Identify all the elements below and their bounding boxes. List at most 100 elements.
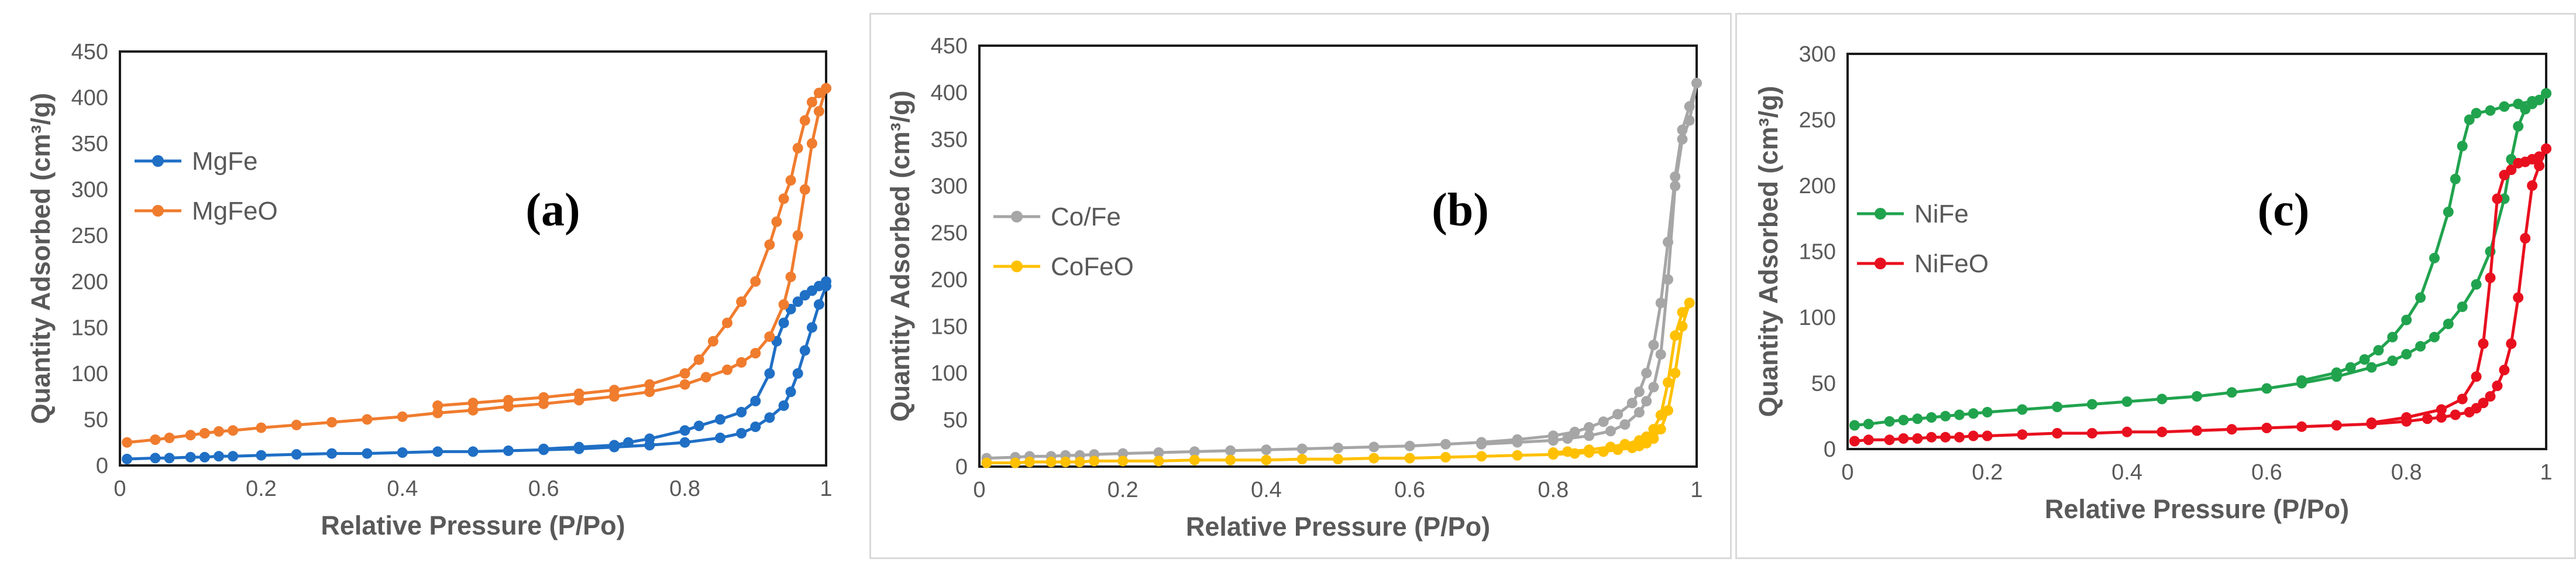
y-tick-label: 300 (931, 174, 968, 199)
y-tick-label: 0 (955, 455, 968, 479)
adsorption-point (2485, 391, 2496, 402)
desorption-point (644, 433, 655, 444)
legend-swatch-marker (152, 205, 164, 217)
adsorption-point (291, 449, 302, 460)
adsorption-point (1926, 412, 1937, 423)
adsorption-point (199, 451, 210, 463)
adsorption-point (1849, 420, 1860, 431)
adsorption-point (679, 379, 690, 390)
adsorption-point (736, 428, 747, 439)
adsorption-point (1333, 443, 1343, 453)
adsorption-point (2471, 279, 2482, 290)
adsorption-point (2086, 428, 2097, 439)
adsorption-point (2387, 355, 2398, 367)
desorption-point (722, 317, 732, 328)
panel-frame (1735, 13, 2576, 559)
desorption-point (573, 388, 584, 399)
x-tick-label: 0 (114, 477, 126, 501)
adsorption-point (1024, 457, 1035, 467)
adsorption-point (1333, 454, 1343, 465)
adsorption-point (1010, 457, 1021, 468)
adsorption-point (2121, 396, 2133, 407)
adsorption-point (185, 430, 196, 441)
adsorption-point (1884, 416, 1895, 427)
desorption-point (2457, 141, 2468, 152)
y-tick-label: 450 (71, 40, 108, 64)
desorption-point (679, 425, 690, 436)
adsorption-point (397, 447, 408, 458)
y-tick-label: 0 (1824, 437, 1836, 462)
desorption-point (736, 296, 747, 307)
adsorption-point (150, 453, 161, 464)
desorption-point (764, 239, 775, 250)
adsorption-point (1863, 434, 1874, 446)
panel-label: (a) (525, 184, 580, 236)
desorption-point (1677, 307, 1688, 318)
adsorption-point (1598, 416, 1609, 427)
desorption-point (792, 296, 803, 307)
adsorption-point (2513, 292, 2524, 303)
desorption-point (764, 368, 775, 379)
desorption-point (1512, 437, 1523, 448)
desorption-point (2436, 404, 2447, 415)
adsorption-point (2261, 423, 2272, 433)
desorption-point (1663, 274, 1673, 285)
desorption-point (792, 143, 803, 153)
y-tick-label: 250 (931, 221, 968, 246)
adsorption-point (326, 448, 338, 459)
adsorption-point (362, 414, 373, 425)
desorption-point (2450, 173, 2461, 184)
desorption-point (2429, 252, 2440, 263)
adsorption-point (397, 411, 408, 422)
adsorption-point (1849, 436, 1860, 447)
adsorption-line (986, 302, 1691, 465)
desorption-point (2401, 412, 2412, 423)
desorption-point (2296, 375, 2307, 386)
adsorption-point (326, 417, 338, 428)
adsorption-point (785, 271, 796, 282)
desorption-point (2373, 345, 2384, 356)
adsorption-point (2499, 365, 2510, 375)
adsorption-line (986, 83, 1698, 460)
adsorption-point (2296, 421, 2307, 432)
adsorption-point (778, 299, 789, 310)
desorption-point (1547, 435, 1559, 446)
adsorption-point (1189, 446, 1200, 457)
chart-panel-c: 0 50 100 150 200 250 300 0 0.2 0.4 0.6 0.8 1 Relative… (1735, 0, 2576, 572)
adsorption-point (750, 348, 761, 359)
y-tick-label: 150 (931, 314, 968, 339)
adsorption-point (1982, 407, 1993, 417)
legend-swatch-marker (152, 155, 164, 167)
adsorption-point (750, 422, 761, 432)
adsorption-point (467, 405, 479, 416)
adsorption-point (1655, 424, 1666, 435)
desorption-point (2415, 292, 2426, 303)
legend-label: NiFeO (1914, 249, 1989, 278)
y-tick-label: 200 (1799, 174, 1836, 198)
adsorption-point (1225, 454, 1236, 465)
desorption-point (1691, 77, 1702, 88)
adsorption-point (679, 437, 690, 448)
adsorption-point (1655, 297, 1666, 309)
chart-panel-b: 0 50 100 150 200 250 300 350 400 450 0 0.2 0.4 0.6 0.8… (869, 0, 1732, 572)
adsorption-point (1189, 454, 1200, 465)
desorption-line (1481, 83, 1698, 446)
adsorption-point (1060, 457, 1071, 467)
adsorption-point (722, 364, 732, 375)
desorption-point (538, 392, 549, 403)
x-tick-label: 0.8 (669, 477, 700, 501)
plot-area-frame (1846, 53, 2547, 450)
adsorption-point (2192, 425, 2202, 436)
desorption-point (1562, 446, 1573, 457)
desorption-point (2345, 362, 2356, 373)
desorption-line (2301, 92, 2547, 382)
y-tick-label: 250 (71, 224, 108, 248)
desorption-point (799, 115, 810, 126)
adsorption-point (700, 372, 711, 383)
adsorption-point (2052, 428, 2063, 439)
adsorption-point (1940, 431, 1951, 443)
desorption-point (1655, 349, 1666, 360)
y-tick-label: 50 (1811, 372, 1836, 396)
adsorption-point (2121, 426, 2133, 437)
adsorption-point (806, 322, 817, 333)
